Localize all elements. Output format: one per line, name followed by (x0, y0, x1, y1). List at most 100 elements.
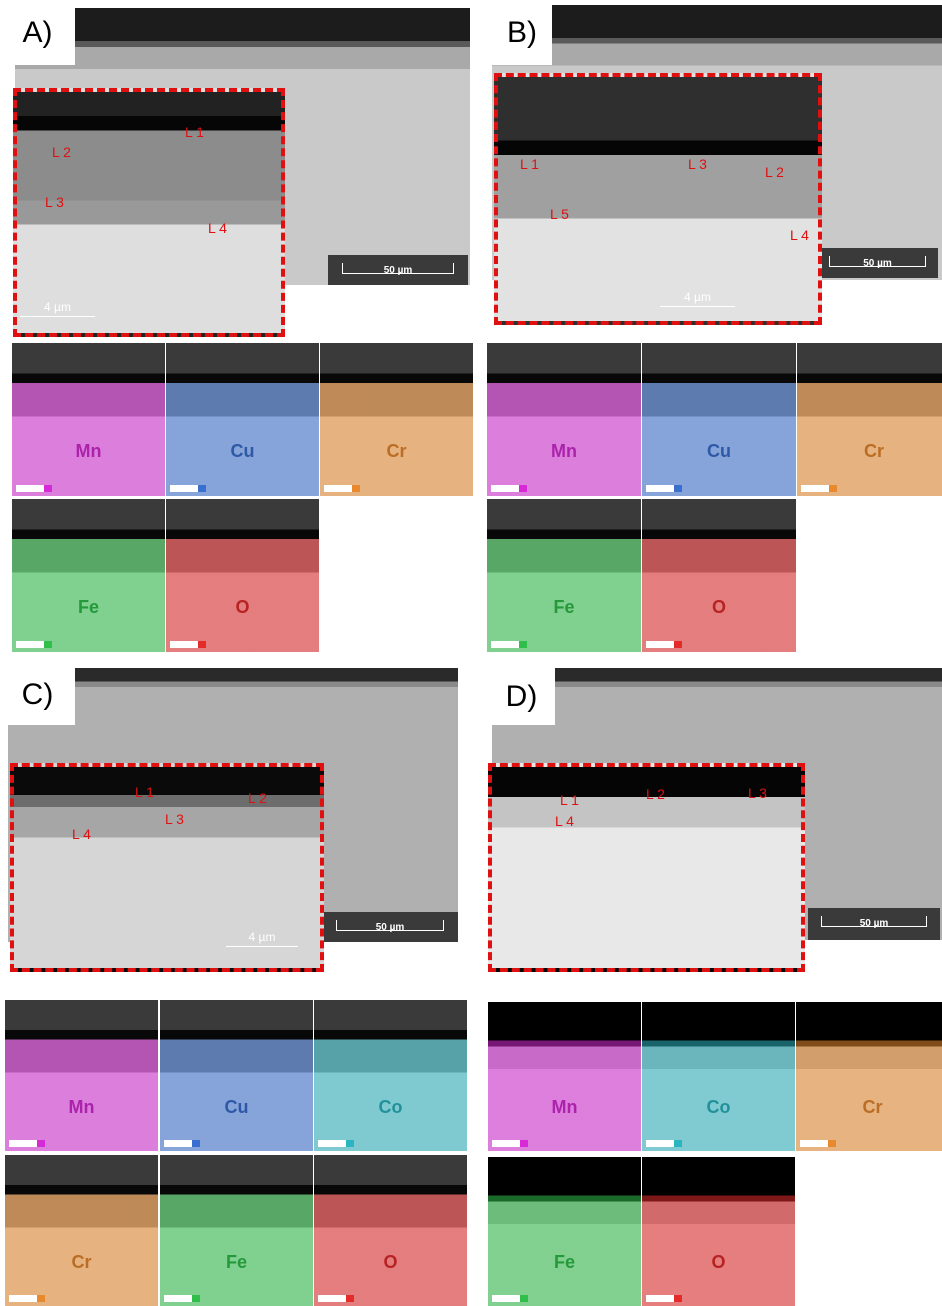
map-tag (801, 485, 837, 492)
panel-label: C) (0, 665, 75, 725)
map-tag (324, 485, 360, 492)
panel-label: B) (492, 0, 552, 65)
element-label: Mn (5, 1097, 158, 1118)
element-label: Fe (12, 597, 165, 618)
element-label: Cu (166, 441, 319, 462)
element-label: Cr (320, 441, 473, 462)
element-tint (642, 1157, 795, 1306)
scale-text: 50 µm (328, 265, 468, 276)
panel-label: A) (0, 0, 75, 65)
map-tag (646, 641, 682, 648)
element-label: Fe (487, 597, 641, 618)
panel-label: D) (488, 668, 555, 725)
element-tint (5, 1155, 158, 1306)
eds-map: Cu (642, 343, 796, 496)
inset-scale-bar: 4 µm (20, 300, 95, 317)
scale-bar: 50 µm (328, 255, 468, 285)
eds-map: Mn (5, 1000, 158, 1151)
point-label: L 2 (248, 790, 267, 806)
point-label: L 3 (45, 194, 64, 210)
eds-map: Co (314, 1000, 467, 1151)
point-label: L 1 (185, 124, 204, 140)
point-label: L 2 (765, 164, 784, 180)
element-tint (487, 499, 641, 652)
eds-map: Cu (166, 343, 319, 496)
element-tint (166, 343, 319, 496)
point-label: L 2 (52, 144, 71, 160)
map-tag (318, 1295, 354, 1302)
element-tint (314, 1000, 467, 1151)
eds-map: O (166, 499, 319, 652)
scale-bar: 50 µm (322, 912, 458, 942)
element-label: O (314, 1252, 467, 1273)
point-label: L 3 (748, 785, 767, 801)
element-tint (796, 1002, 942, 1151)
element-tint (642, 499, 796, 652)
map-tag (491, 641, 527, 648)
element-label: Mn (487, 441, 641, 462)
map-tag (800, 1140, 836, 1147)
inset-scale-bar: 4 µm (660, 290, 735, 307)
eds-map: Cr (320, 343, 473, 496)
map-tag (492, 1140, 528, 1147)
scale-bar: 50 µm (817, 248, 938, 278)
point-label: L 5 (550, 206, 569, 222)
element-label: Cr (797, 441, 942, 462)
element-label: Fe (160, 1252, 313, 1273)
element-tint (314, 1155, 467, 1306)
eds-map: Fe (160, 1155, 313, 1306)
eds-map: Fe (488, 1157, 641, 1306)
map-tag (170, 485, 206, 492)
element-tint (320, 343, 473, 496)
element-tint (5, 1000, 158, 1151)
point-label: L 4 (208, 220, 227, 236)
eds-map: Cr (796, 1002, 942, 1151)
element-label: Mn (12, 441, 165, 462)
element-label: O (642, 597, 796, 618)
map-tag (646, 1295, 682, 1302)
point-label: L 1 (520, 156, 539, 172)
element-label: Cu (642, 441, 796, 462)
map-tag (646, 485, 682, 492)
point-label: L 3 (688, 156, 707, 172)
figure: A)50 µm4 µmL 1L 2L 3L 4MnCuCrFeOB)50 µm4… (0, 0, 942, 1306)
element-tint (797, 343, 942, 496)
element-label: O (642, 1252, 795, 1273)
map-tag (164, 1140, 200, 1147)
eds-map: O (642, 1157, 795, 1306)
eds-map: Co (642, 1002, 795, 1151)
map-tag (9, 1295, 45, 1302)
inset-image (494, 73, 822, 325)
point-label: L 4 (72, 826, 91, 842)
eds-map: Cr (797, 343, 942, 496)
element-tint (160, 1000, 313, 1151)
element-label: Cr (5, 1252, 158, 1273)
point-label: L 4 (555, 813, 574, 829)
eds-map: Mn (12, 343, 165, 496)
point-label: L 3 (165, 811, 184, 827)
element-label: Fe (488, 1252, 641, 1273)
point-label: L 4 (790, 227, 809, 243)
scale-text: 50 µm (808, 918, 940, 929)
eds-map: Cu (160, 1000, 313, 1151)
element-label: Co (642, 1097, 795, 1118)
map-tag (9, 1140, 45, 1147)
element-tint (488, 1157, 641, 1306)
element-label: Mn (488, 1097, 641, 1118)
scale-text: 50 µm (322, 922, 458, 933)
point-label: L 1 (135, 784, 154, 800)
eds-map: Fe (12, 499, 165, 652)
map-tag (492, 1295, 528, 1302)
eds-map: Mn (488, 1002, 641, 1151)
eds-map: O (314, 1155, 467, 1306)
element-tint (642, 1002, 795, 1151)
element-tint (12, 343, 165, 496)
element-label: Cu (160, 1097, 313, 1118)
eds-map: Fe (487, 499, 641, 652)
element-label: O (166, 597, 319, 618)
point-label: L 2 (646, 786, 665, 802)
map-tag (318, 1140, 354, 1147)
eds-map: Cr (5, 1155, 158, 1306)
element-tint (488, 1002, 641, 1151)
point-label: L 1 (560, 792, 579, 808)
